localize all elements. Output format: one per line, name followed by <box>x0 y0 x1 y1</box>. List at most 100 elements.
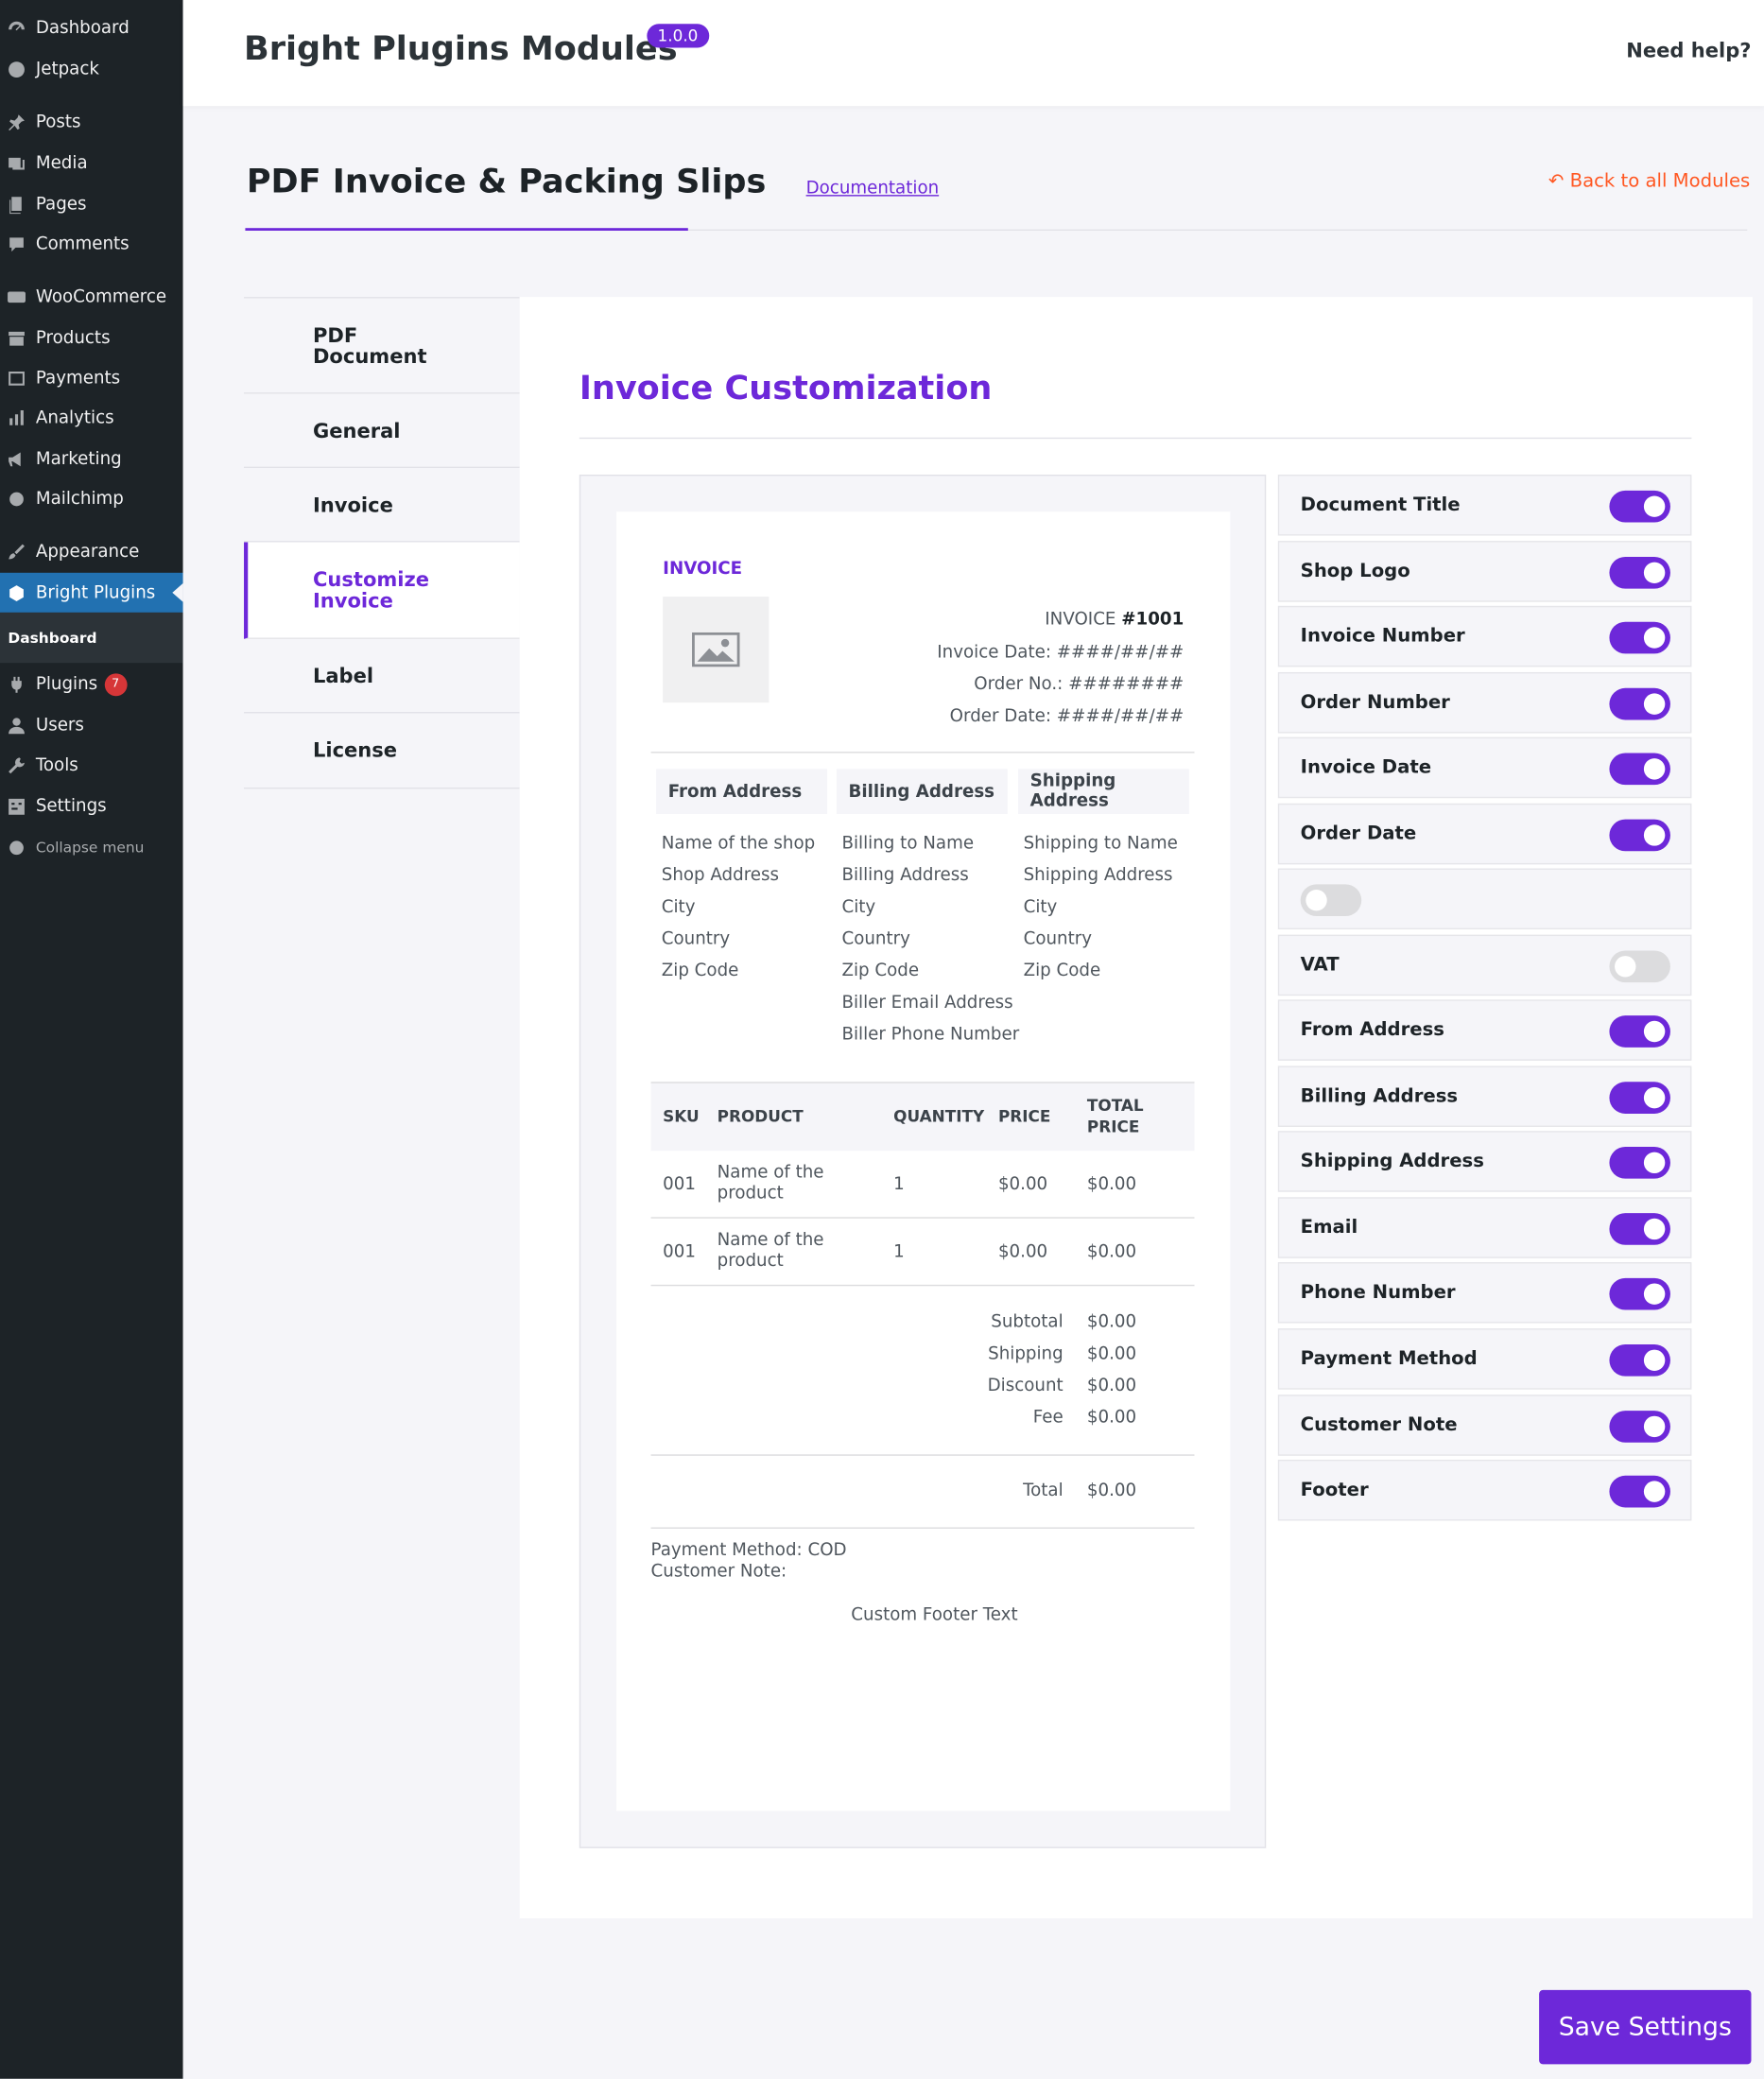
sidebar-item-label: Media <box>35 152 88 174</box>
row-total: $0.00 <box>1086 1174 1137 1195</box>
col-total-2: PRICE <box>1086 1117 1140 1136</box>
archive-icon <box>6 329 26 348</box>
sidebar-item-tools[interactable]: Tools <box>0 745 183 785</box>
row-sku: 001 <box>663 1174 696 1195</box>
shop-logo-placeholder <box>663 597 770 703</box>
save-settings-button[interactable]: Save Settings <box>1539 1989 1752 2065</box>
toggle-row-footer: Footer <box>1277 1459 1692 1521</box>
sidebar-item-payments[interactable]: Payments <box>0 358 183 398</box>
toggle-label: Shop Logo <box>1300 561 1410 582</box>
documentation-link[interactable]: Documentation <box>805 179 940 199</box>
header-divider <box>650 752 1195 754</box>
col-price: PRICE <box>997 1106 1051 1126</box>
submenu-dashboard[interactable]: Dashboard <box>0 612 183 664</box>
toggle-row-invoice-number: Invoice Number <box>1277 605 1692 667</box>
toggle-switch[interactable] <box>1609 621 1670 654</box>
app-title: Bright Plugins Modules <box>244 28 678 68</box>
invoice-date: Invoice Date: ####/##/## <box>937 643 1185 664</box>
totals-divider <box>650 1454 1195 1456</box>
sidebar-item-plugins[interactable]: Plugins 7 <box>0 665 183 704</box>
toggle-label: Billing Address <box>1300 1085 1459 1107</box>
sidebar-item-comments[interactable]: Comments <box>0 224 183 264</box>
invoice-document-title: INVOICE <box>663 559 743 580</box>
toggle-switch[interactable] <box>1609 1213 1670 1245</box>
toggle-switch[interactable] <box>1609 753 1670 786</box>
tab-license[interactable]: License <box>244 713 520 789</box>
toggle-switch[interactable] <box>1300 884 1362 917</box>
address-line: Country <box>841 929 910 950</box>
sidebar-item-label: Plugins <box>35 674 98 695</box>
toggle-switch[interactable] <box>1609 687 1670 720</box>
sidebar-item-mailchimp[interactable]: Mailchimp <box>0 478 183 518</box>
address-line: City <box>841 897 876 918</box>
toggle-switch[interactable] <box>1609 1475 1670 1508</box>
tab-general[interactable]: General <box>244 393 520 469</box>
toggle-switch[interactable] <box>1609 556 1670 589</box>
toggle-switch[interactable] <box>1609 1411 1670 1443</box>
back-to-modules-link[interactable]: ↶ Back to all Modules <box>1548 171 1750 192</box>
total-divider <box>650 1527 1195 1529</box>
pin-icon <box>6 113 26 131</box>
subtotal-value: $0.00 <box>1086 1312 1137 1333</box>
need-help-link[interactable]: Need help? <box>1626 38 1752 62</box>
sidebar-item-label: Settings <box>35 796 107 817</box>
tab-pdf-document[interactable]: PDF Document <box>244 298 520 394</box>
toggle-label: VAT <box>1300 954 1340 977</box>
toggle-switch[interactable] <box>1609 1277 1670 1310</box>
sidebar-item-products[interactable]: Products <box>0 319 183 358</box>
toggle-switch[interactable] <box>1609 1147 1670 1179</box>
sidebar-item-label: Jetpack <box>35 59 99 79</box>
sidebar-item-woocommerce[interactable]: WooCommerce <box>0 277 183 317</box>
address-line: Biller Phone Number <box>841 1025 1020 1046</box>
sidebar-item-label: Comments <box>35 234 130 254</box>
mailchimp-icon <box>6 489 26 508</box>
brush-icon <box>6 543 26 562</box>
sidebar-item-label: Collapse menu <box>35 838 145 857</box>
sidebar-item-label: Analytics <box>35 407 114 428</box>
toggle-label: Customer Note <box>1300 1414 1458 1436</box>
payment-method-text: Payment Method: COD <box>650 1540 847 1561</box>
sidebar-item-pages[interactable]: Pages <box>0 184 183 224</box>
dashboard-icon <box>6 19 26 38</box>
tab-label[interactable]: Label <box>244 638 520 714</box>
sidebar-item-settings[interactable]: Settings <box>0 787 183 826</box>
sidebar-item-dashboard[interactable]: Dashboard <box>0 8 183 47</box>
tab-invoice[interactable]: Invoice <box>244 468 520 543</box>
col-product: PRODUCT <box>717 1106 804 1126</box>
sidebar-item-appearance[interactable]: Appearance <box>0 531 183 571</box>
sidebar-item-media[interactable]: Media <box>0 143 183 182</box>
payments-icon <box>6 369 26 388</box>
panel-divider <box>579 437 1692 440</box>
sidebar-item-marketing[interactable]: Marketing <box>0 439 183 478</box>
toggle-label: Order Date <box>1300 823 1417 845</box>
sidebar-item-posts[interactable]: Posts <box>0 102 183 142</box>
tab-customize-invoice[interactable]: Customize Invoice <box>244 542 520 639</box>
sidebar-item-label: WooCommerce <box>35 286 167 307</box>
collapse-menu-button[interactable]: Collapse menu <box>0 827 183 867</box>
shipping-value: $0.00 <box>1086 1343 1137 1364</box>
fee-value: $0.00 <box>1086 1408 1137 1429</box>
address-line: Shipping to Name <box>1023 834 1178 855</box>
toggle-row-phone-number: Phone Number <box>1277 1262 1692 1324</box>
toggle-switch[interactable] <box>1609 819 1670 852</box>
sidebar-item-analytics[interactable]: Analytics <box>0 398 183 438</box>
shipping-address-header: Shipping Address <box>1017 769 1189 815</box>
sidebar-item-bright-plugins[interactable]: Bright Plugins <box>0 572 183 613</box>
toggle-switch[interactable] <box>1609 1343 1670 1377</box>
toggle-switch[interactable] <box>1609 1082 1670 1114</box>
sidebar-item-users[interactable]: Users <box>0 705 183 745</box>
address-line: Billing Address <box>841 865 969 886</box>
invoice-preview-paper <box>616 511 1231 1811</box>
total-value: $0.00 <box>1086 1481 1137 1501</box>
toggle-row-invoice-date: Invoice Date <box>1277 736 1692 799</box>
discount-label: Discount <box>987 1376 1064 1396</box>
toggle-switch[interactable] <box>1609 1015 1670 1048</box>
toggle-row-shop-logo: Shop Logo <box>1277 541 1692 602</box>
toggle-switch[interactable] <box>1609 950 1670 983</box>
sidebar-item-jetpack[interactable]: Jetpack <box>0 49 183 89</box>
woo-icon <box>6 287 26 306</box>
tab-label: PDF Document <box>312 322 427 369</box>
invoice-number: INVOICE #1001 <box>1045 610 1184 630</box>
toggle-row-shipping-address: Shipping Address <box>1277 1131 1692 1192</box>
toggle-switch[interactable] <box>1609 490 1670 523</box>
